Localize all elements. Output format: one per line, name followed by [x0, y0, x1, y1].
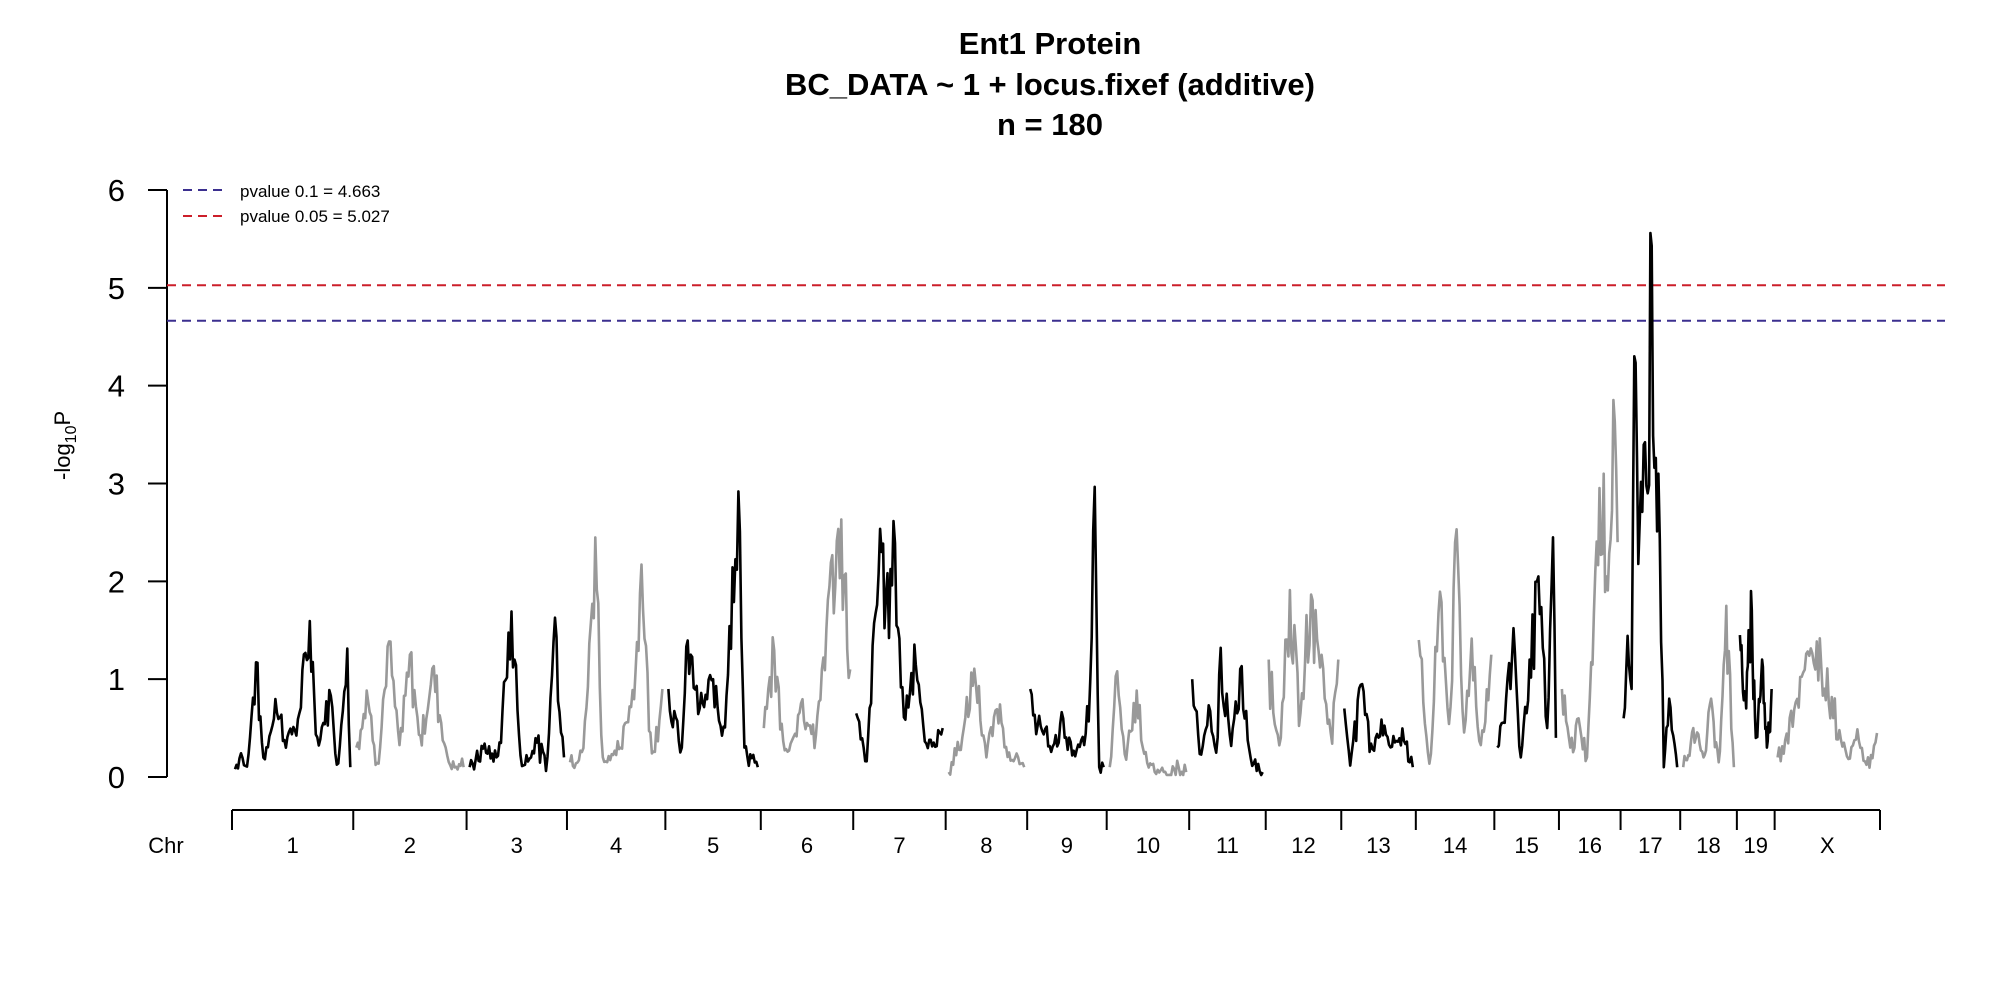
- lod-curve-chr-8: [947, 667, 1026, 776]
- chr-label-1: 1: [287, 833, 299, 858]
- lod-curve-chr-10: [1108, 670, 1188, 777]
- y-tick-label: 1: [108, 662, 125, 697]
- chr-label-2: 2: [404, 833, 416, 858]
- chr-label-8: 8: [980, 833, 992, 858]
- lod-curve-chr-3: [468, 610, 566, 773]
- y-axis-label-prefix: -log: [50, 443, 75, 480]
- chr-label-15: 15: [1514, 833, 1538, 858]
- chr-label-6: 6: [801, 833, 813, 858]
- lod-curve-chr-19: [1738, 589, 1773, 749]
- lod-curves: [233, 231, 1879, 777]
- chart-subtitle: BC_DATA ~ 1 + locus.fixef (additive): [785, 67, 1315, 102]
- chr-label-19: 19: [1744, 833, 1768, 858]
- chr-label-10: 10: [1136, 833, 1160, 858]
- legend: pvalue 0.1 = 4.663 pvalue 0.05 = 5.027: [183, 182, 390, 226]
- lod-curve-chr-11: [1190, 646, 1264, 777]
- lod-curve-chr-5: [667, 490, 760, 768]
- lod-curve-chr-16: [1560, 398, 1619, 763]
- chr-label-7: 7: [893, 833, 905, 858]
- lod-curve-chr-12: [1267, 588, 1340, 747]
- lod-curve-chr-6: [762, 518, 852, 753]
- y-tick-label: 3: [108, 467, 125, 502]
- x-axis-label: Chr: [148, 833, 183, 858]
- chr-label-12: 12: [1291, 833, 1315, 858]
- y-tick-label: 2: [108, 564, 125, 599]
- lod-curve-chr-14: [1417, 528, 1493, 765]
- chart-title: Ent1 Protein: [959, 26, 1142, 61]
- chr-label-18: 18: [1696, 833, 1720, 858]
- chart-sample-size: n = 180: [997, 107, 1103, 142]
- chr-label-3: 3: [511, 833, 523, 858]
- chr-label-14: 14: [1443, 833, 1467, 858]
- y-axis-label-sub: 10: [63, 425, 80, 443]
- chr-label-9: 9: [1061, 833, 1073, 858]
- lod-curve-chr-18: [1681, 604, 1736, 768]
- lod-curve-chr-1: [233, 619, 352, 770]
- y-axis: 0 1 2 3 4 5 6: [108, 173, 168, 795]
- chr-label-11: 11: [1216, 833, 1239, 858]
- lod-curve-chr-15: [1496, 536, 1558, 759]
- lod-curve-chr-13: [1343, 682, 1415, 768]
- lod-curve-chr-7: [854, 519, 944, 763]
- y-tick-label: 4: [108, 369, 125, 404]
- y-axis-label: -log10P: [50, 411, 80, 480]
- legend-text-thr01: pvalue 0.1 = 4.663: [240, 182, 380, 201]
- y-tick-label: 5: [108, 271, 125, 306]
- lod-curve-chr-2: [355, 640, 465, 771]
- chr-label-X: X: [1820, 833, 1835, 858]
- y-tick-label: 0: [108, 760, 125, 795]
- y-tick-label: 6: [108, 173, 125, 208]
- lod-curve-chr-4: [568, 536, 664, 770]
- lod-curve-chr-X: [1776, 637, 1879, 769]
- chr-label-5: 5: [707, 833, 719, 858]
- chr-label-17: 17: [1638, 833, 1662, 858]
- chr-label-4: 4: [610, 833, 622, 858]
- chr-label-13: 13: [1366, 833, 1390, 858]
- lod-curve-chr-9: [1028, 485, 1105, 774]
- threshold-lines: [167, 284, 1945, 322]
- chr-label-16: 16: [1578, 833, 1602, 858]
- lod-curve-chr-17: [1622, 231, 1679, 769]
- chromosome-axis: 1 2 3 4 5 6 7 8 9 10 11 12 13 14 15 16 17 18 19 X: [231, 809, 1881, 858]
- y-axis-label-suffix: P: [50, 411, 75, 426]
- legend-text-thr005: pvalue 0.05 = 5.027: [240, 207, 390, 226]
